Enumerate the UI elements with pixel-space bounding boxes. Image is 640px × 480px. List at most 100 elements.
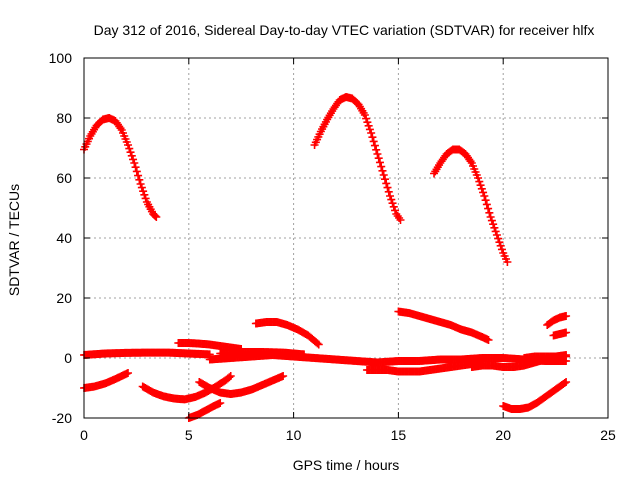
data-point bbox=[225, 373, 234, 382]
data-point bbox=[124, 369, 133, 377]
data-point bbox=[124, 141, 133, 149]
data-point bbox=[362, 114, 371, 123]
y-tick-label: 60 bbox=[56, 170, 72, 186]
data-point bbox=[378, 166, 387, 175]
data-point bbox=[141, 194, 150, 203]
data-point bbox=[560, 379, 569, 387]
series bbox=[543, 312, 571, 329]
data-point bbox=[216, 399, 225, 407]
data-point bbox=[374, 154, 383, 163]
data-point bbox=[474, 174, 483, 182]
series bbox=[310, 93, 405, 224]
data-point bbox=[490, 223, 499, 232]
chart-title: Day 312 of 2016, Sidereal Day-to-day VTE… bbox=[94, 22, 595, 38]
y-axis-label: SDTVAR / TECUs bbox=[6, 184, 22, 296]
data-point bbox=[562, 352, 571, 361]
x-tick-label: 10 bbox=[286, 427, 302, 443]
data-point bbox=[370, 141, 379, 150]
data-point bbox=[476, 181, 485, 190]
x-axis-label: GPS time / hours bbox=[293, 457, 400, 473]
data-point bbox=[503, 258, 512, 266]
y-tick-label: -20 bbox=[52, 410, 72, 426]
data-point bbox=[127, 151, 136, 160]
data-point bbox=[475, 177, 484, 186]
series bbox=[80, 114, 161, 221]
data-point bbox=[389, 202, 398, 211]
x-tick-label: 15 bbox=[391, 427, 407, 443]
series bbox=[138, 372, 235, 404]
data-point bbox=[126, 148, 135, 157]
data-point bbox=[494, 234, 503, 243]
data-point bbox=[226, 372, 235, 380]
data-point bbox=[497, 245, 506, 254]
data-point bbox=[487, 216, 496, 225]
data-point bbox=[388, 199, 397, 208]
series bbox=[80, 369, 133, 392]
data-point bbox=[466, 157, 475, 166]
y-tick-label: 20 bbox=[56, 290, 72, 306]
data-point bbox=[279, 372, 288, 380]
data-point bbox=[373, 150, 382, 158]
data-point bbox=[129, 155, 138, 164]
data-point bbox=[492, 231, 501, 239]
data-point bbox=[486, 213, 495, 221]
data-point bbox=[152, 213, 161, 221]
data-point bbox=[379, 171, 388, 179]
data-point bbox=[491, 227, 500, 236]
data-point bbox=[135, 175, 144, 184]
x-tick-label: 25 bbox=[600, 427, 616, 443]
data-point bbox=[396, 216, 405, 224]
series bbox=[394, 307, 493, 344]
data-point bbox=[360, 111, 369, 119]
data-point bbox=[314, 340, 323, 349]
data-point bbox=[482, 200, 491, 209]
series bbox=[80, 348, 214, 359]
data-point bbox=[562, 378, 571, 386]
data-point bbox=[313, 339, 322, 348]
data-point bbox=[125, 144, 134, 153]
series bbox=[499, 378, 571, 413]
data-point bbox=[562, 328, 571, 337]
data-layer bbox=[80, 93, 571, 422]
series bbox=[216, 348, 309, 359]
data-point bbox=[484, 336, 493, 344]
series bbox=[362, 360, 487, 376]
data-point bbox=[132, 167, 141, 176]
y-tick-label: 100 bbox=[49, 50, 73, 66]
data-point bbox=[116, 124, 125, 133]
x-tick-label: 5 bbox=[185, 427, 193, 443]
data-point bbox=[383, 183, 392, 192]
series bbox=[184, 399, 225, 422]
data-point bbox=[131, 163, 140, 172]
data-point bbox=[382, 179, 391, 188]
data-point bbox=[139, 187, 148, 196]
y-tick-label: 40 bbox=[56, 230, 72, 246]
data-point bbox=[368, 133, 377, 142]
series bbox=[251, 318, 323, 349]
series bbox=[520, 352, 571, 362]
series bbox=[549, 328, 571, 340]
data-point bbox=[489, 220, 498, 229]
data-point bbox=[477, 184, 486, 193]
data-point bbox=[377, 162, 386, 171]
x-tick-label: 20 bbox=[495, 427, 511, 443]
data-point bbox=[484, 204, 493, 213]
data-point bbox=[384, 187, 393, 196]
data-point bbox=[367, 129, 376, 137]
data-point bbox=[363, 118, 372, 127]
data-point bbox=[136, 180, 145, 188]
data-point bbox=[365, 125, 374, 134]
data-point bbox=[387, 195, 396, 204]
data-point bbox=[137, 183, 146, 192]
data-point bbox=[134, 171, 143, 180]
data-point bbox=[372, 145, 381, 154]
data-point bbox=[481, 196, 490, 205]
data-point bbox=[562, 312, 571, 320]
data-point bbox=[380, 175, 389, 184]
data-point bbox=[130, 159, 139, 167]
data-point bbox=[391, 206, 400, 215]
ticks: 0 5 10 15 20 25 -20 0 20 40 60 80 100 bbox=[49, 50, 616, 443]
data-point bbox=[479, 188, 488, 197]
data-point bbox=[480, 192, 489, 200]
